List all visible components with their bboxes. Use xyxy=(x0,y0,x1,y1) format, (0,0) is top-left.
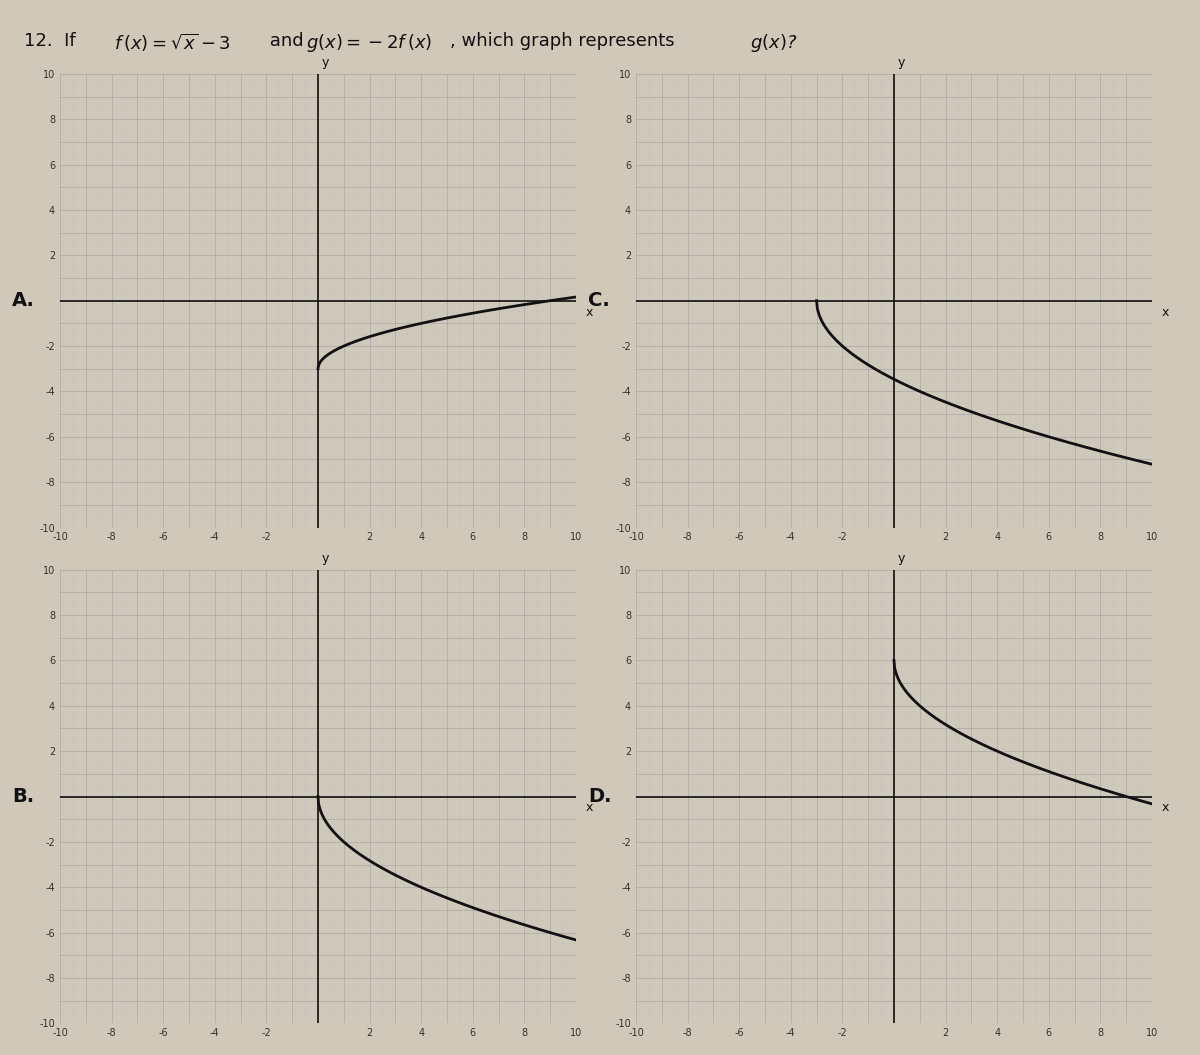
Text: y: y xyxy=(898,552,906,564)
Text: C.: C. xyxy=(588,291,610,310)
Text: A.: A. xyxy=(12,291,35,310)
Text: x: x xyxy=(586,306,593,319)
Text: $g(x) = -2f\,(x)$: $g(x) = -2f\,(x)$ xyxy=(306,32,432,54)
Text: $g(x)$?: $g(x)$? xyxy=(750,32,797,54)
Text: x: x xyxy=(1162,306,1169,319)
Text: $f\,(x) = \sqrt{x} - 3$: $f\,(x) = \sqrt{x} - 3$ xyxy=(114,32,230,54)
Text: x: x xyxy=(1162,802,1169,814)
Text: and: and xyxy=(264,32,310,50)
Text: y: y xyxy=(322,56,330,69)
Text: x: x xyxy=(586,802,593,814)
Text: , which graph represents: , which graph represents xyxy=(450,32,680,50)
Text: y: y xyxy=(322,552,330,564)
Text: D.: D. xyxy=(588,787,612,806)
Text: y: y xyxy=(898,56,906,69)
Text: B.: B. xyxy=(12,787,34,806)
Text: 12.  If: 12. If xyxy=(24,32,82,50)
